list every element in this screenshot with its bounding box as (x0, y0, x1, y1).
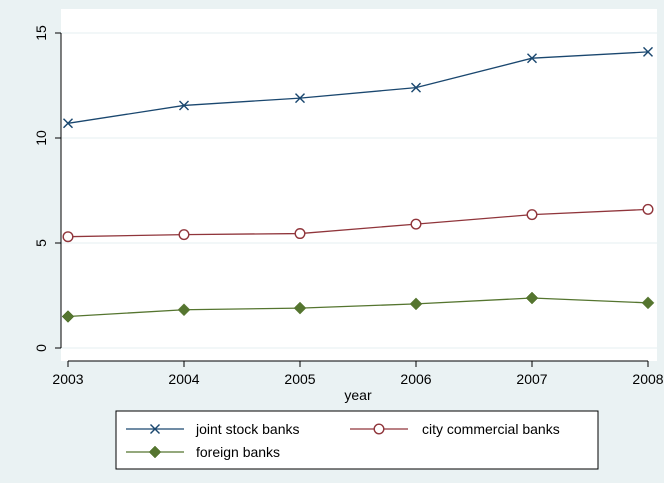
data-point-foreign-banks-2005 (293, 301, 307, 315)
series-joint-stock-banks (63, 46, 653, 129)
data-point-foreign-banks-2003 (61, 310, 75, 323)
data-point-city-commercial-banks-2007 (526, 209, 538, 221)
series-line-joint-stock-banks (67, 51, 649, 124)
data-point-joint-stock-banks-2005 (295, 93, 305, 104)
x-axis: 2003 2004 2005 2006 2007 2008 (52, 360, 664, 387)
y-axis: 0 5 10 15 (33, 25, 62, 352)
series-city-commercial-banks (62, 203, 654, 243)
legend-box (115, 410, 599, 470)
series-line-city-commercial-banks (67, 208, 649, 238)
legend-label-foreign-banks: foreign banks (196, 444, 280, 460)
data-point-joint-stock-banks-2004 (179, 100, 189, 111)
data-point-foreign-banks-2008 (641, 296, 655, 310)
data-point-city-commercial-banks-2003 (62, 231, 74, 243)
data-point-joint-stock-banks-2003 (63, 118, 73, 129)
legend: joint stock banks city commercial banks … (115, 410, 599, 470)
series-layer (61, 46, 655, 323)
y-tick-label-5: 5 (33, 239, 49, 247)
grid-lines (61, 32, 657, 349)
x-tick-label-2007: 2007 (516, 371, 547, 387)
legend-item-city-commercial-banks: city commercial banks (350, 421, 560, 437)
data-point-city-commercial-banks-2004 (178, 229, 190, 241)
data-point-city-commercial-banks-2006 (410, 218, 422, 230)
legend-item-joint-stock-banks: joint stock banks (126, 421, 300, 437)
series-foreign-banks (61, 291, 655, 323)
data-point-foreign-banks-2004 (177, 303, 191, 317)
y-tick-label-10: 10 (33, 130, 49, 146)
x-tick-label-2006: 2006 (400, 371, 431, 387)
data-point-foreign-banks-2007 (525, 291, 539, 305)
legend-label-city-commercial-banks: city commercial banks (422, 421, 560, 437)
legend-symbol-foreign-banks (148, 445, 162, 459)
data-point-city-commercial-banks-2005 (294, 228, 306, 240)
data-point-foreign-banks-2006 (409, 297, 423, 311)
data-point-city-commercial-banks-2008 (642, 203, 654, 215)
plot-area (61, 9, 657, 361)
legend-marker-joint-stock-banks (150, 424, 160, 434)
x-tick-label-2004: 2004 (168, 371, 199, 387)
x-tick-label-2003: 2003 (52, 371, 83, 387)
data-point-joint-stock-banks-2008 (643, 46, 653, 57)
legend-item-foreign-banks: foreign banks (126, 444, 280, 460)
data-point-joint-stock-banks-2007 (527, 53, 537, 64)
legend-symbol-joint-stock-banks (150, 424, 160, 434)
series-line-foreign-banks (67, 297, 649, 318)
legend-marker-foreign-banks (148, 445, 162, 459)
legend-symbol-city-commercial-banks (373, 423, 385, 435)
legend-marker-city-commercial-banks (373, 423, 385, 435)
x-tick-label-2005: 2005 (284, 371, 315, 387)
x-tick-label-2008: 2008 (632, 371, 663, 387)
data-point-joint-stock-banks-2006 (411, 82, 421, 93)
y-tick-label-0: 0 (33, 344, 49, 352)
legend-label-joint-stock-banks: joint stock banks (195, 421, 300, 437)
y-tick-label-15: 15 (33, 25, 49, 41)
x-axis-title: year (344, 387, 372, 403)
